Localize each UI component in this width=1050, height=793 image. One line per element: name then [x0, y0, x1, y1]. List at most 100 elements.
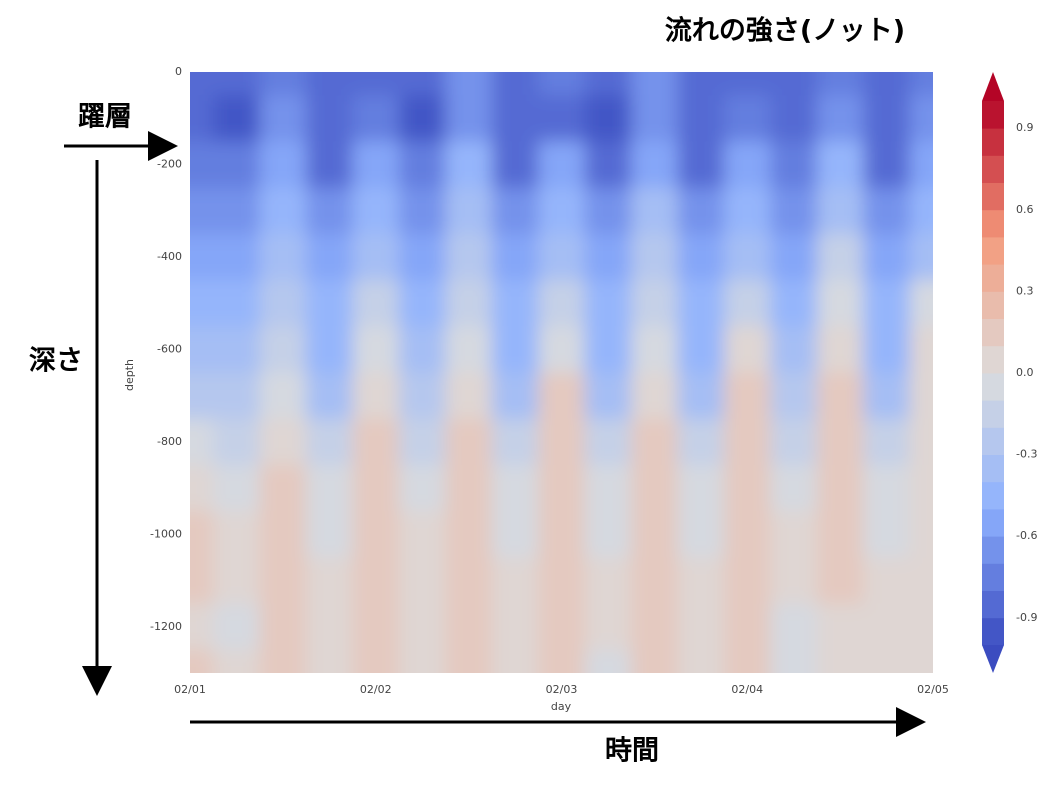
contour-cell: [306, 326, 354, 373]
contour-cell: [259, 95, 307, 142]
contour-cell: [538, 187, 586, 235]
contour-cell: [352, 280, 400, 327]
colorbar-band: [982, 590, 1004, 619]
contour-cell: [584, 603, 632, 651]
contour-cell: [816, 72, 864, 96]
contour-cell: [770, 557, 818, 605]
colorbar-band: [982, 400, 1004, 428]
contour-cell: [398, 418, 446, 466]
contour-cell: [631, 187, 679, 235]
contour-cell: [259, 141, 307, 189]
contour-cell: [445, 280, 493, 327]
annotation: 深さ: [29, 346, 83, 377]
contour-cell: [190, 187, 214, 235]
contour-cell: [259, 511, 307, 558]
contour-cell: [631, 557, 679, 605]
contour-cell: [445, 464, 493, 512]
contour-cell: [770, 95, 818, 142]
contour-cell: [816, 511, 864, 558]
contour-cell: [538, 464, 586, 512]
colorbar-tick-label: 0.6: [1016, 203, 1034, 216]
contour-cell: [724, 603, 771, 651]
colorbar-band: [982, 373, 1004, 401]
contour-cell: [584, 649, 632, 673]
contour-cell: [816, 141, 864, 189]
contour-cell: [538, 557, 586, 605]
colorbar-band: [982, 128, 1004, 156]
colorbar-band: [982, 536, 1004, 564]
contour-cell: [631, 418, 679, 466]
contour-cell: [190, 95, 214, 142]
contour-cell: [491, 72, 539, 96]
contour-cell: [213, 372, 261, 420]
contour-cell: [909, 557, 933, 605]
contour-cell: [352, 649, 400, 673]
contour-cell: [538, 603, 586, 651]
contour-cell: [306, 557, 354, 605]
contour-cell: [445, 511, 493, 558]
contour-cell: [909, 187, 933, 235]
contour-cell: [770, 418, 818, 466]
contour-cell: [816, 187, 864, 235]
contour-cell: [677, 280, 725, 327]
contour-cell: [584, 464, 632, 512]
colorbar-band: [982, 209, 1004, 238]
contour-cell: [816, 95, 864, 142]
contour-cell: [352, 141, 400, 189]
contour-cell: [398, 233, 446, 281]
contour-cell: [306, 233, 354, 281]
contour-cell: [491, 326, 539, 373]
x-tick-label: 02/01: [174, 683, 206, 696]
colorbar-band: [982, 237, 1004, 265]
contour-cell: [491, 280, 539, 327]
contour-cell: [306, 372, 354, 420]
contour-cell: [352, 418, 400, 466]
contour-field: [190, 72, 933, 673]
contour-cell: [631, 95, 679, 142]
contour-cell: [909, 141, 933, 189]
contour-cell: [491, 603, 539, 651]
contour-cell: [398, 72, 446, 96]
contour-cell: [909, 326, 933, 373]
contour-cell: [584, 372, 632, 420]
contour-cell: [445, 557, 493, 605]
contour-cell: [863, 187, 911, 235]
annotation: 時間: [605, 736, 659, 767]
contour-cell: [213, 95, 261, 142]
contour-cell: [909, 511, 933, 558]
contour-cell: [306, 95, 354, 142]
contour-cell: [398, 649, 446, 673]
contour-cell: [190, 72, 214, 96]
contour-cell: [213, 233, 261, 281]
colorbar-tick-label: 0.3: [1016, 284, 1034, 297]
colorbar-band: [982, 291, 1004, 319]
contour-cell: [909, 95, 933, 142]
contour-cell: [259, 557, 307, 605]
contour-cell: [398, 141, 446, 189]
contour-cell: [770, 511, 818, 558]
colorbar-band: [982, 155, 1004, 183]
contour-cell: [724, 464, 771, 512]
contour-cell: [306, 72, 354, 96]
contour-cell: [190, 464, 214, 512]
contour-cell: [816, 418, 864, 466]
contour-cell: [190, 280, 214, 327]
contour-cell: [190, 326, 214, 373]
contour-cell: [190, 603, 214, 651]
y-tick-label: -200: [157, 157, 182, 170]
contour-cell: [306, 187, 354, 235]
contour-cell: [631, 72, 679, 96]
contour-cell: [352, 603, 400, 651]
contour-cell: [770, 233, 818, 281]
contour-cell: [259, 464, 307, 512]
contour-cell: [445, 649, 493, 673]
contour-cell: [259, 326, 307, 373]
contour-cell: [677, 326, 725, 373]
contour-cell: [724, 326, 771, 373]
contour-cell: [306, 418, 354, 466]
contour-cell: [445, 233, 493, 281]
contour-cell: [538, 649, 586, 673]
contour-cell: [677, 464, 725, 512]
contour-cell: [190, 649, 214, 673]
x-tick-label: 02/04: [731, 683, 763, 696]
